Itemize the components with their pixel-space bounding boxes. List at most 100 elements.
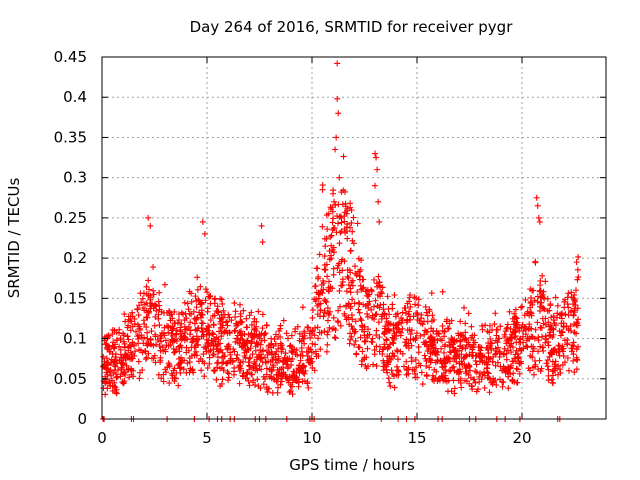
data-point: [565, 290, 572, 297]
data-point: [201, 230, 208, 237]
data-point: [297, 357, 304, 364]
data-point: [344, 221, 351, 228]
data-point: [407, 291, 414, 298]
data-point: [341, 312, 348, 319]
data-point: [240, 307, 247, 314]
data-point: [294, 351, 301, 358]
data-point: [176, 348, 183, 355]
data-point: [144, 314, 151, 321]
data-point: [361, 332, 368, 339]
data-point: [419, 381, 426, 388]
data-point: [247, 339, 254, 346]
data-point: [222, 319, 229, 326]
data-point: [107, 366, 114, 373]
data-point: [338, 228, 345, 235]
data-point: [418, 369, 425, 376]
data-point: [157, 347, 164, 354]
data-point: [572, 302, 579, 309]
data-point: [352, 263, 359, 270]
data-point: [353, 272, 360, 279]
data-point: [257, 346, 264, 353]
x-tick-label: 5: [202, 429, 212, 447]
data-point: [314, 302, 321, 309]
data-point: [270, 342, 277, 349]
data-point: [536, 357, 543, 364]
data-point: [321, 296, 328, 303]
data-point: [417, 332, 424, 339]
data-point: [300, 335, 307, 342]
data-point: [542, 321, 549, 328]
data-point: [158, 338, 165, 345]
data-point: [415, 296, 422, 303]
data-point: [335, 307, 342, 314]
x-tick-label: 15: [407, 429, 426, 447]
data-point: [120, 370, 127, 377]
data-point: [573, 366, 580, 373]
data-point: [173, 338, 180, 345]
data-point: [306, 359, 313, 366]
data-point: [507, 343, 514, 350]
data-point: [139, 366, 146, 373]
data-point: [516, 339, 523, 346]
data-point: [317, 300, 324, 307]
data-point: [219, 376, 226, 383]
data-point: [272, 356, 279, 363]
data-point: [450, 377, 457, 384]
data-point: [540, 305, 547, 312]
data-point: [148, 300, 155, 307]
data-point: [146, 286, 153, 293]
data-point: [493, 332, 500, 339]
data-point: [345, 275, 352, 282]
data-point: [173, 369, 180, 376]
data-point: [386, 355, 393, 362]
data-point: [368, 286, 375, 293]
data-point: [573, 287, 580, 294]
data-point: [477, 353, 484, 360]
data-point: [547, 302, 554, 309]
data-point: [316, 313, 323, 320]
data-point: [295, 365, 302, 372]
data-point: [391, 292, 398, 299]
data-point: [496, 353, 503, 360]
data-point: [269, 350, 276, 357]
data-point: [412, 301, 419, 308]
data-point: [373, 154, 380, 161]
data-point: [546, 307, 553, 314]
data-point: [371, 276, 378, 283]
data-point: [440, 374, 447, 381]
data-point: [337, 303, 344, 310]
data-point: [384, 293, 391, 300]
data-point: [468, 334, 475, 341]
data-point: [249, 351, 256, 358]
data-point: [510, 370, 517, 377]
data-point: [331, 198, 338, 205]
data-point: [132, 348, 139, 355]
data-point: [415, 302, 422, 309]
data-point: [484, 369, 491, 376]
data-point: [265, 343, 272, 350]
data-point: [247, 345, 254, 352]
data-point: [389, 305, 396, 312]
data-point: [323, 348, 330, 355]
data-point: [462, 320, 469, 327]
data-point: [384, 369, 391, 376]
data-point: [378, 290, 385, 297]
data-point: [232, 308, 239, 315]
data-point: [465, 310, 472, 317]
data-point: [557, 332, 564, 339]
data-point: [344, 235, 351, 242]
data-point: [109, 331, 116, 338]
data-point: [349, 282, 356, 289]
data-point: [514, 350, 521, 357]
data-point: [272, 331, 279, 338]
data-point: [341, 258, 348, 265]
data-point: [165, 360, 172, 367]
data-point: [512, 306, 519, 313]
data-point: [348, 333, 355, 340]
data-point: [143, 324, 150, 331]
data-point: [446, 342, 453, 349]
data-point: [530, 371, 537, 378]
data-point: [356, 309, 363, 316]
data-point: [511, 334, 518, 341]
data-point: [153, 307, 160, 314]
